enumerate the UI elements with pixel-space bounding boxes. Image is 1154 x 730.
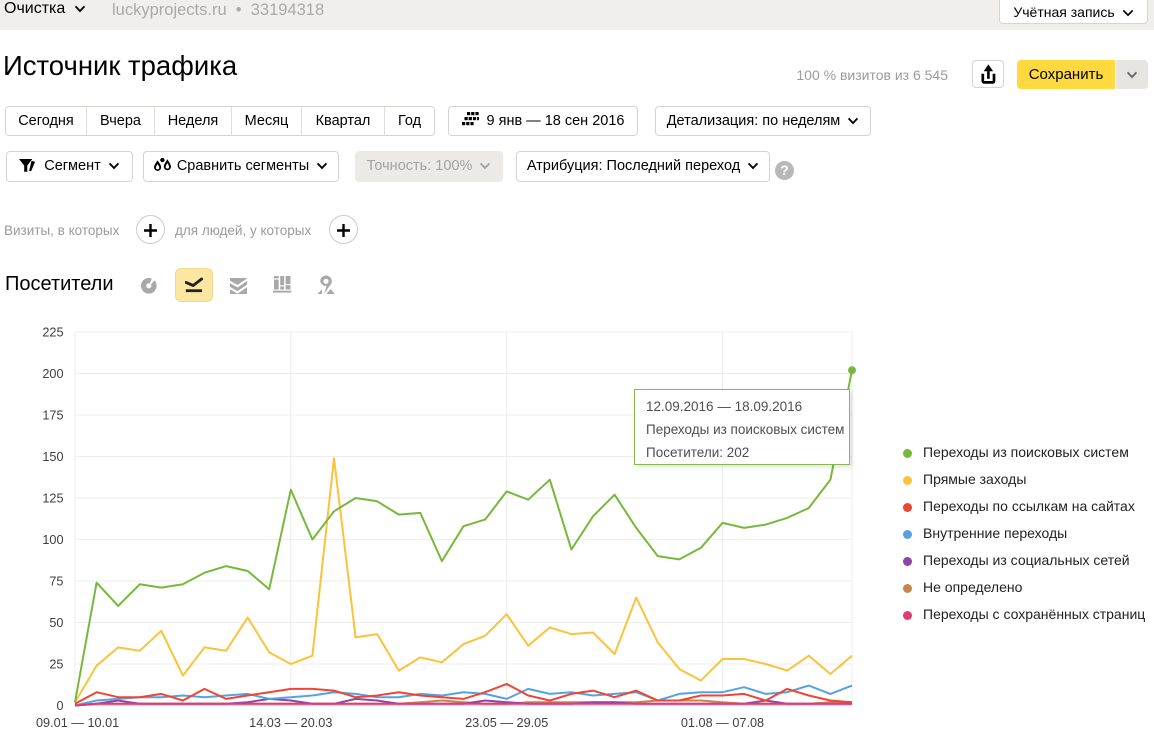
svg-text:23.05 — 29.05: 23.05 — 29.05 [465,716,548,730]
svg-text:09.01 — 10.01: 09.01 — 10.01 [36,716,119,730]
svg-text:225: 225 [42,326,63,340]
svg-text:0: 0 [56,699,63,713]
svg-text:175: 175 [42,409,63,423]
svg-text:150: 150 [42,450,63,464]
svg-text:01.08 — 07.08: 01.08 — 07.08 [681,716,764,730]
svg-text:100: 100 [42,533,63,547]
svg-text:200: 200 [42,367,63,381]
svg-text:75: 75 [49,575,63,589]
svg-text:50: 50 [49,616,63,630]
svg-text:14.03 — 20.03: 14.03 — 20.03 [249,716,332,730]
svg-text:125: 125 [42,492,63,506]
svg-text:25: 25 [49,658,63,672]
